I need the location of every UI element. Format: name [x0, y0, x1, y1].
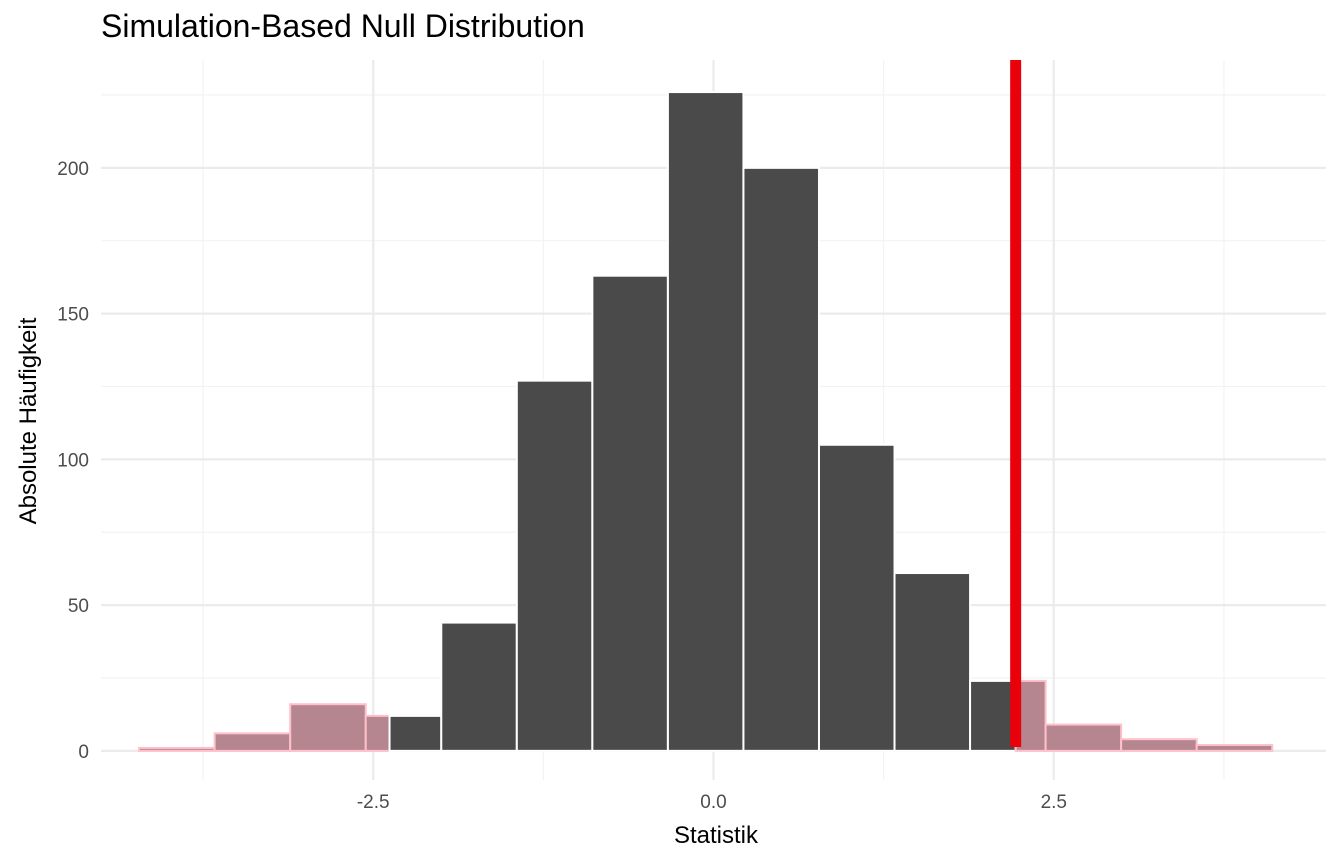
x-tick-label: 2.5 [1041, 792, 1067, 813]
y-tick-label: 200 [57, 159, 89, 180]
y-tick-labels: 0 50 100 150 200 [57, 159, 89, 763]
histogram-bars [138, 91, 1274, 752]
chart-title: Simulation-Based Null Distribution [101, 8, 585, 44]
histogram-bar [515, 379, 594, 752]
y-tick-label: 150 [57, 305, 89, 326]
histogram-bar [388, 714, 443, 752]
histogram-bar [969, 679, 1017, 752]
histogram-bar-shaded [1120, 738, 1198, 752]
histogram-bar [817, 443, 896, 752]
y-axis-title: Absolute Häufigkeit [15, 317, 42, 524]
y-tick-label: 0 [78, 742, 89, 763]
x-tick-label: -2.5 [357, 792, 390, 813]
histogram-bar [591, 274, 669, 752]
histogram-bar-shaded [1044, 723, 1123, 752]
x-tick-label: 0.0 [700, 792, 726, 813]
histogram-bar-shaded [138, 746, 216, 752]
histogram-bar [742, 166, 820, 752]
x-axis-title: Statistik [674, 822, 759, 849]
x-tick-labels: -2.5 0.0 2.5 [357, 792, 1067, 813]
histogram-bar [666, 91, 745, 752]
histogram-bar [893, 572, 972, 752]
y-tick-label: 100 [57, 450, 89, 471]
histogram-bar-shaded [289, 703, 367, 752]
histogram-bar-shaded [213, 732, 292, 752]
y-tick-label: 50 [68, 596, 89, 617]
histogram-bar-shaded [364, 714, 391, 752]
histogram-bar [440, 621, 518, 752]
histogram-bar-shaded [1195, 744, 1274, 752]
